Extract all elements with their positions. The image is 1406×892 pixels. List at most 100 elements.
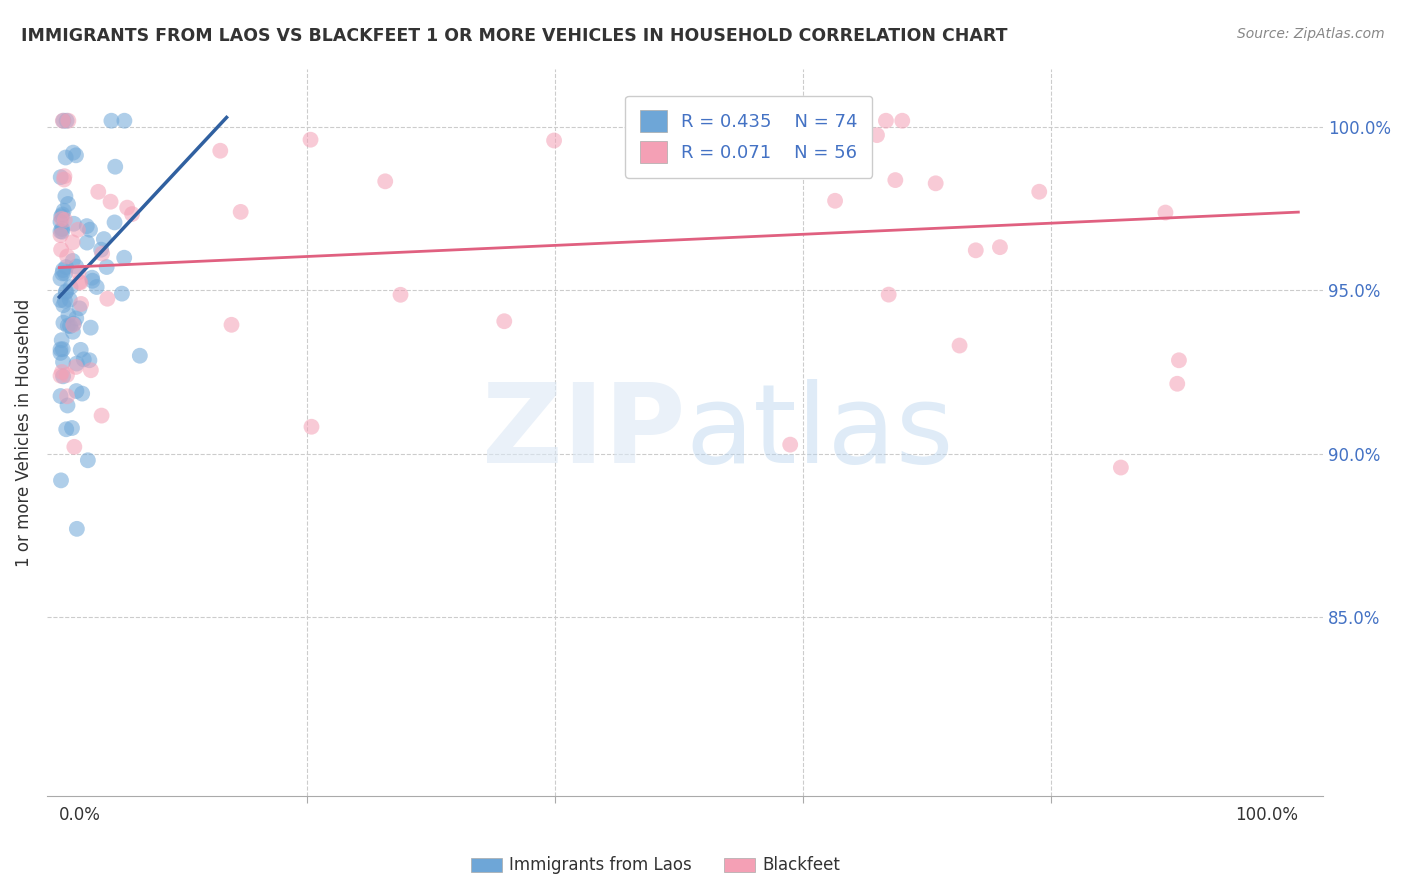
Text: Source: ZipAtlas.com: Source: ZipAtlas.com [1237, 27, 1385, 41]
Point [49, 170, 72, 185]
Point [86, 280, 108, 294]
Point [866, 128, 889, 142]
Point [1154, 205, 1177, 219]
Point [543, 133, 565, 147]
Text: IMMIGRANTS FROM LAOS VS BLACKFEET 1 OR MORE VEHICLES IN HOUSEHOLD CORRELATION CH: IMMIGRANTS FROM LAOS VS BLACKFEET 1 OR M… [21, 27, 1008, 45]
Point [100, 194, 122, 209]
Point [58, 309, 80, 323]
Point [103, 215, 125, 229]
Point [59, 319, 82, 334]
Point [52, 298, 75, 312]
Point [877, 287, 900, 301]
Point [65, 359, 87, 374]
Point [221, 318, 243, 332]
Point [62, 325, 84, 339]
Legend: R = 0.435    N = 74, R = 0.071    N = 56: R = 0.435 N = 74, R = 0.071 N = 56 [626, 95, 872, 178]
Point [51, 333, 73, 347]
Point [53, 267, 76, 281]
Point [73, 352, 96, 367]
Point [49, 215, 72, 229]
Point [49, 346, 72, 360]
Point [90, 409, 112, 423]
Point [56, 389, 79, 403]
Point [65, 148, 87, 162]
Point [53, 169, 76, 184]
Point [63, 440, 86, 454]
Point [76, 453, 98, 467]
Point [56, 399, 79, 413]
Point [62, 145, 84, 160]
Point [111, 286, 134, 301]
Point [52, 113, 75, 128]
Point [891, 113, 914, 128]
Point [374, 174, 396, 188]
Point [62, 254, 84, 268]
Point [80, 363, 103, 377]
Point [91, 246, 114, 260]
Point [389, 287, 412, 301]
Point [51, 222, 73, 236]
Point [121, 207, 143, 221]
Point [55, 285, 77, 299]
Point [299, 133, 322, 147]
Point [66, 223, 89, 237]
Point [80, 270, 103, 285]
Point [824, 194, 846, 208]
Point [56, 318, 79, 333]
Point [52, 342, 75, 356]
Point [875, 113, 897, 128]
Text: Immigrants from Laos: Immigrants from Laos [509, 856, 692, 874]
Point [52, 263, 75, 277]
Point [62, 318, 84, 332]
Point [115, 201, 138, 215]
Point [51, 266, 73, 280]
Point [1109, 460, 1132, 475]
Point [49, 228, 72, 243]
Point [66, 522, 89, 536]
Point [52, 203, 75, 218]
Point [59, 293, 82, 307]
Point [112, 251, 135, 265]
Point [965, 244, 987, 258]
Point [51, 210, 73, 224]
Point [52, 369, 75, 384]
Point [948, 338, 970, 352]
Point [51, 225, 73, 239]
Point [301, 419, 323, 434]
Point [51, 207, 73, 221]
Point [62, 235, 84, 250]
Point [209, 144, 232, 158]
Point [56, 249, 79, 263]
Point [128, 349, 150, 363]
Point [1028, 185, 1050, 199]
Point [79, 353, 101, 368]
Point [70, 386, 93, 401]
Point [67, 265, 90, 279]
Point [66, 357, 89, 371]
Point [65, 384, 87, 398]
Point [96, 260, 118, 274]
Point [56, 197, 79, 211]
Point [63, 217, 86, 231]
Point [87, 185, 110, 199]
Point [82, 274, 104, 288]
Point [63, 317, 86, 331]
Point [49, 293, 72, 307]
Point [494, 314, 516, 328]
Point [69, 276, 91, 290]
Point [988, 240, 1011, 254]
Point [76, 219, 98, 233]
Point [65, 260, 87, 274]
Point [49, 474, 72, 488]
Point [69, 301, 91, 316]
Point [96, 292, 118, 306]
Point [53, 293, 76, 308]
Point [79, 222, 101, 236]
Point [52, 355, 75, 369]
Point [69, 343, 91, 357]
Point [65, 311, 87, 326]
Point [924, 177, 946, 191]
Point [67, 275, 90, 289]
Point [49, 224, 72, 238]
Point [53, 172, 76, 186]
